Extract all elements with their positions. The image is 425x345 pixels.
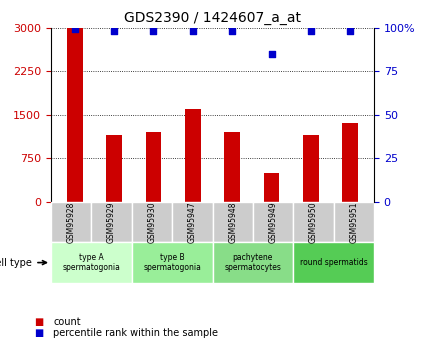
FancyBboxPatch shape bbox=[132, 242, 212, 283]
FancyBboxPatch shape bbox=[293, 202, 334, 242]
Point bbox=[190, 28, 196, 34]
Text: GSM95951: GSM95951 bbox=[349, 201, 358, 243]
Text: type B
spermatogonia: type B spermatogonia bbox=[143, 253, 201, 272]
Text: cell type: cell type bbox=[0, 258, 46, 268]
Point bbox=[71, 27, 78, 32]
Text: GSM95928: GSM95928 bbox=[67, 201, 76, 243]
Text: GSM95947: GSM95947 bbox=[188, 201, 197, 243]
FancyBboxPatch shape bbox=[212, 242, 293, 283]
Text: round spermatids: round spermatids bbox=[300, 258, 368, 267]
FancyBboxPatch shape bbox=[91, 202, 132, 242]
Point bbox=[268, 51, 275, 57]
Point bbox=[150, 28, 157, 34]
FancyBboxPatch shape bbox=[51, 242, 132, 283]
Point bbox=[308, 28, 314, 34]
Bar bbox=[264, 172, 280, 202]
Text: GSM95948: GSM95948 bbox=[228, 201, 237, 243]
Point bbox=[347, 28, 354, 34]
Text: type A
spermatogonia: type A spermatogonia bbox=[62, 253, 120, 272]
Text: GSM95949: GSM95949 bbox=[269, 201, 278, 243]
FancyBboxPatch shape bbox=[132, 202, 172, 242]
Text: count: count bbox=[53, 317, 81, 326]
Title: GDS2390 / 1424607_a_at: GDS2390 / 1424607_a_at bbox=[124, 11, 301, 25]
Text: pachytene
spermatocytes: pachytene spermatocytes bbox=[224, 253, 281, 272]
Bar bbox=[67, 28, 82, 202]
Text: GSM95950: GSM95950 bbox=[309, 201, 318, 243]
Bar bbox=[106, 135, 122, 202]
Point bbox=[229, 28, 235, 34]
Text: GSM95929: GSM95929 bbox=[107, 201, 116, 243]
Text: percentile rank within the sample: percentile rank within the sample bbox=[53, 328, 218, 338]
Bar bbox=[224, 132, 240, 202]
Bar bbox=[145, 132, 162, 202]
Bar bbox=[185, 109, 201, 202]
Text: ■: ■ bbox=[34, 328, 43, 338]
Text: ■: ■ bbox=[34, 317, 43, 326]
FancyBboxPatch shape bbox=[293, 242, 374, 283]
FancyBboxPatch shape bbox=[51, 202, 91, 242]
Text: GSM95930: GSM95930 bbox=[147, 201, 156, 243]
FancyBboxPatch shape bbox=[334, 202, 374, 242]
FancyBboxPatch shape bbox=[212, 202, 253, 242]
FancyBboxPatch shape bbox=[253, 202, 293, 242]
Point bbox=[110, 28, 117, 34]
Bar bbox=[343, 123, 358, 202]
Bar bbox=[303, 135, 319, 202]
FancyBboxPatch shape bbox=[172, 202, 212, 242]
